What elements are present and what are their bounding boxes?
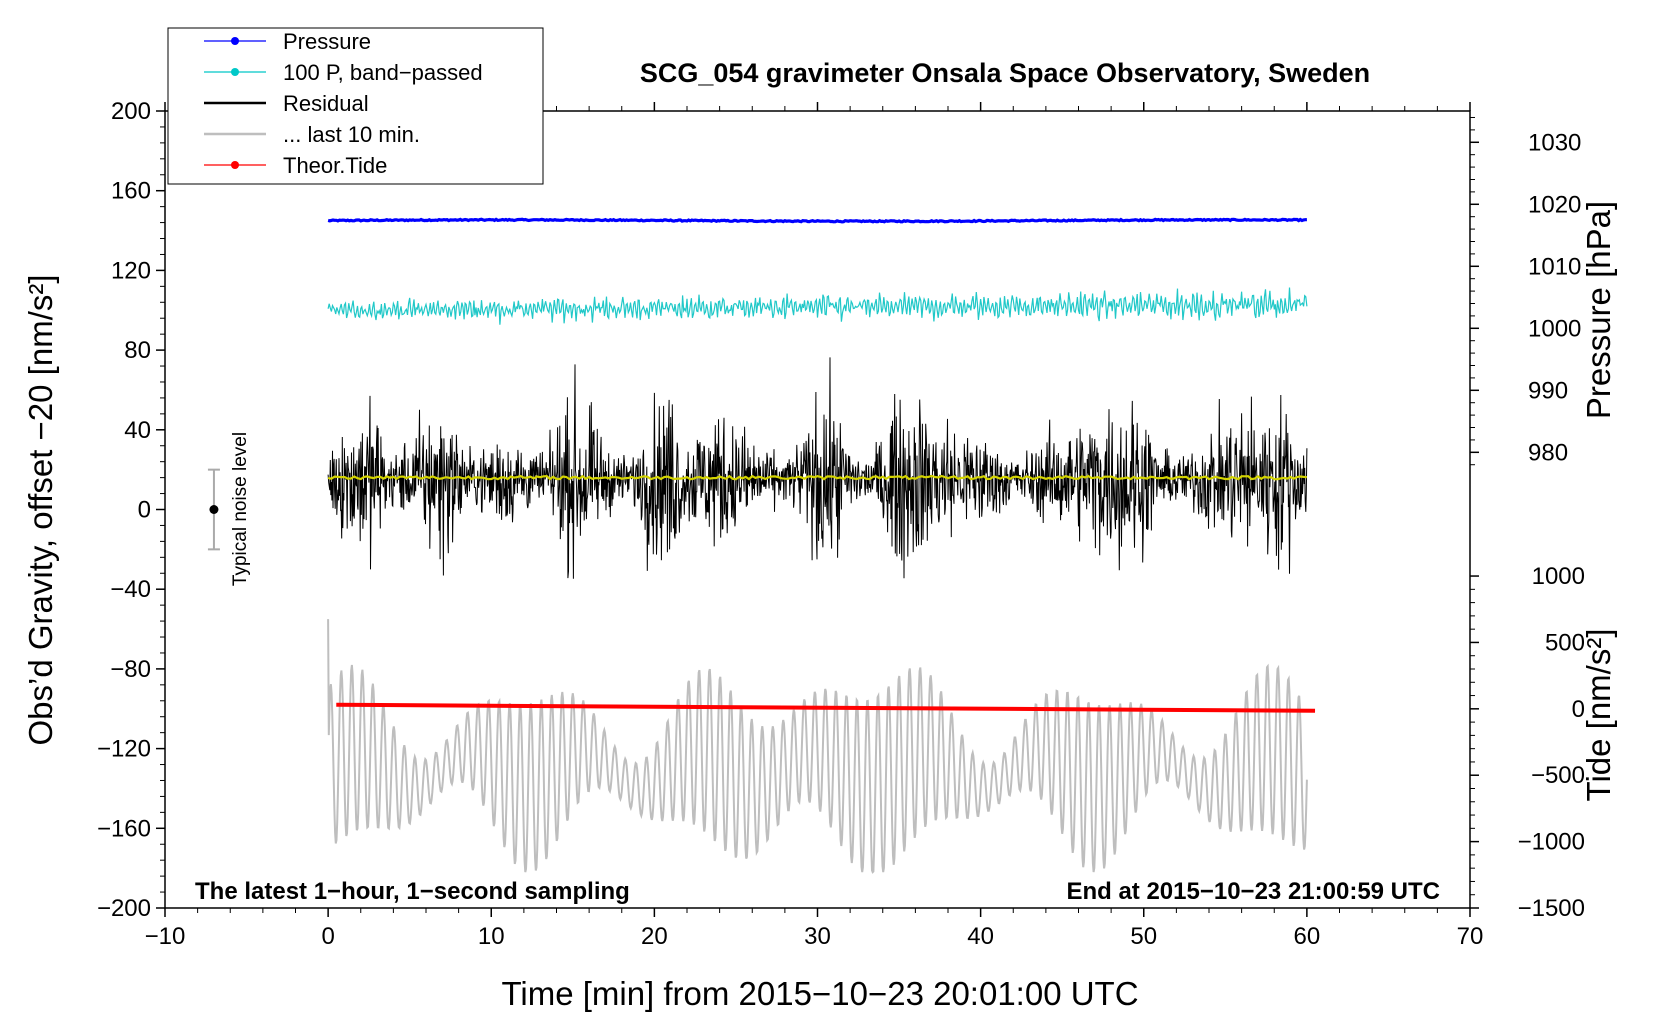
y-tick-label-left: 40 [124,417,151,444]
x-tick-label: 20 [641,923,668,950]
legend-label-pressure: Pressure [283,29,371,54]
y-tick-label-left: −120 [97,736,151,763]
y-axis-label-tide: Tide [nm/s²] [1580,629,1617,802]
x-tick-label: 60 [1294,923,1321,950]
axes-layer: −10 0 10 20 30 40 50 60 70−200−160−120−80−400408… [97,98,1585,950]
y-tick-label-left: 80 [124,337,151,364]
tide-tick-label: 500 [1545,629,1585,656]
legend-marker-100-p-band-passed [231,68,239,76]
noise-label: Typical noise level [230,432,251,586]
chart-title: SCG_054 gravimeter Onsala Space Observat… [640,58,1370,88]
series-residual-line [327,357,1308,579]
y-axis-label-left: Obs’d Gravity, offset −20 [nm/s²] [22,274,59,745]
pressure-tick-label: 1010 [1528,253,1581,280]
pressure-tick-label: 1000 [1528,315,1581,342]
legend: Pressure 100 P, band−passed Residual ... la… [167,27,544,185]
x-tick-label: 40 [967,923,994,950]
y-tick-label-left: 120 [111,257,151,284]
series-residual-smoothed-line [327,474,1307,481]
legend-box [167,27,544,185]
y-tick-label-left: −200 [97,895,151,922]
tide-tick-label: 0 [1572,696,1585,723]
tide-tick-label: −1500 [1518,895,1585,922]
y-axis-label-pressure: Pressure [hPa] [1580,201,1617,419]
tide-tick-label: 1000 [1532,563,1585,590]
tide-tick-label: −1000 [1518,829,1585,856]
x-tick-label: 30 [804,923,831,950]
tide-tick-label: −500 [1531,762,1585,789]
legend-marker-theor-tide [231,161,239,169]
y-tick-label-left: 0 [138,497,151,524]
plot-layer [207,217,1316,874]
legend-label-100-p-band-passed: 100 P, band−passed [283,60,483,85]
x-tick-label: 70 [1457,923,1484,950]
y-tick-label-left: −40 [110,576,151,603]
series-last10min-line [327,619,1308,874]
pressure-tick-label: 980 [1528,439,1568,466]
y-tick-label-left: 160 [111,178,151,205]
pressure-tick-label: 1020 [1528,191,1581,218]
x-tick-label: −10 [145,923,186,950]
pressure-tick-label: 1030 [1528,129,1581,156]
legend-label-last-10-min: ... last 10 min. [283,122,420,147]
y-tick-label-left: 200 [111,98,151,125]
pressure-tick-label: 990 [1528,377,1568,404]
x-tick-label: 10 [478,923,505,950]
x-axis-label: Time [min] from 2015−10−23 20:01:00 UTC [501,975,1138,1012]
series-bandpassed-line [327,287,1308,325]
series-pressure-line [327,217,1307,224]
x-tick-label: 50 [1130,923,1157,950]
legend-marker-pressure [231,37,239,45]
y-tick-label-left: −80 [110,656,151,683]
x-tick-label: 0 [321,923,334,950]
y-tick-label-left: −160 [97,815,151,842]
noise-bar-center-dot [209,505,219,514]
legend-label-residual: Residual [283,91,369,116]
legend-label-theor-tide: Theor.Tide [283,153,387,178]
series-theor-tide-line [336,702,1316,713]
note-right: End at 2015−10−23 21:00:59 UTC [1066,878,1440,905]
note-left: The latest 1−hour, 1−second sampling [195,878,630,905]
